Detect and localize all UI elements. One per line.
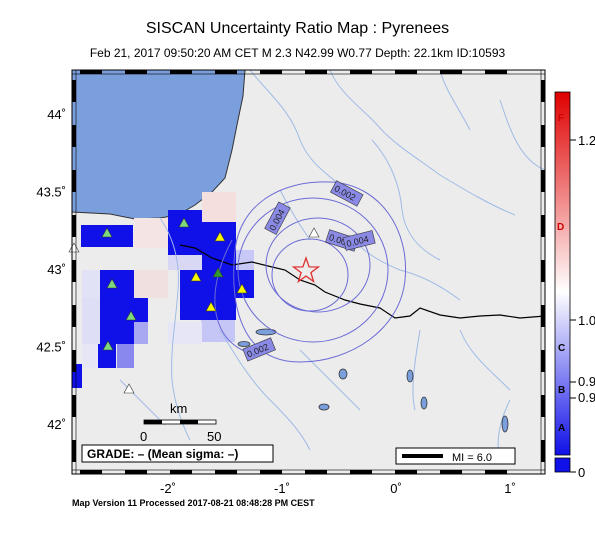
longitude-tick-label: 0˚ (390, 481, 402, 496)
grid-cell (100, 298, 148, 323)
station-marker (101, 227, 113, 238)
grid-cell (100, 270, 134, 298)
grade-box (81, 444, 274, 463)
grid-cell (202, 192, 236, 222)
station-marker (236, 283, 248, 294)
rivers (119, 69, 546, 461)
grid-cell (82, 298, 100, 344)
station-marker (106, 278, 118, 289)
scale-bar-tick: 50 (207, 429, 221, 444)
latitude-tick-label: 42˚ (47, 417, 66, 432)
colorbar-grade: F (558, 113, 564, 124)
station-marker (178, 217, 190, 228)
colorbar-value: 0.9 (578, 374, 595, 389)
station-marker (308, 227, 320, 238)
grid-cell (201, 320, 235, 342)
colorbar-grade: D (557, 222, 564, 233)
grid-cell (82, 270, 100, 298)
station-marker (125, 310, 137, 321)
colorbar-grade: A (558, 423, 565, 434)
colorbar-grade: C (558, 343, 565, 354)
event-subtitle: Feb 21, 2017 09:50:20 AM CET M 2.3 N42.9… (89, 46, 506, 60)
grid-cell (168, 210, 202, 255)
frame-ticks (71, 69, 546, 475)
mi-legend-text: MI = 6.0 (452, 452, 492, 464)
lakes (237, 328, 509, 433)
colorbar-value: 0.9 (578, 390, 595, 405)
latitude-tick-label: 42.5˚ (36, 340, 66, 355)
stations (68, 217, 320, 394)
longitude-tick-label: -1˚ (274, 481, 290, 496)
map-title: SISCAN Uncertainty Ratio Map : Pyrenees (145, 20, 450, 37)
grid-cell (134, 218, 168, 248)
mi-legend (395, 447, 516, 465)
national-border (179, 244, 546, 319)
station-marker (102, 340, 114, 351)
station-marker (123, 383, 135, 394)
colorbar-grade: B (558, 385, 565, 396)
grid-cell (168, 255, 202, 270)
epicenter-star-icon (291, 256, 321, 284)
colorbar-value: 0 (578, 465, 585, 480)
longitude-tick-label: -2˚ (160, 481, 176, 496)
station-marker (190, 271, 202, 282)
grid-cell (134, 270, 168, 298)
grid-cell (168, 322, 202, 344)
grid-cell (82, 344, 98, 368)
scale-bar-title: km (170, 401, 187, 416)
station-marker (212, 267, 224, 278)
grid-cell (180, 270, 202, 320)
grid-cell (72, 364, 82, 388)
station-marker (214, 231, 226, 242)
station-marker (205, 301, 217, 312)
longitude-axis: -2˚ -1˚ 0˚ 1˚ (160, 481, 516, 496)
grid-cell (134, 322, 148, 344)
latitude-tick-label: 44˚ (47, 107, 66, 122)
grid-cell (236, 250, 254, 270)
grade-text: GRADE: – (Mean sigma: –) (87, 447, 238, 461)
grid-cell (117, 344, 134, 368)
latitude-tick-label: 43.5˚ (36, 185, 66, 200)
colorbar: F D C B A 1.2 1.0 0.9 0.9 0 (554, 91, 595, 480)
grid-cell (100, 322, 134, 344)
latitude-axis: 44˚ 43.5˚ 43˚ 42.5˚ 42˚ (36, 107, 66, 432)
scale-bar-tick: 0 (140, 429, 147, 444)
colorbar-value: 1.2 (578, 133, 595, 148)
colorbar-value: 1.0 (578, 313, 595, 328)
grid-cell (236, 270, 254, 298)
map-footer: Map Version 11 Processed 2017-08-21 08:4… (72, 498, 315, 508)
scale-bar: km 0 50 (140, 401, 221, 444)
latitude-tick-label: 43˚ (47, 262, 66, 277)
longitude-tick-label: 1˚ (504, 481, 516, 496)
